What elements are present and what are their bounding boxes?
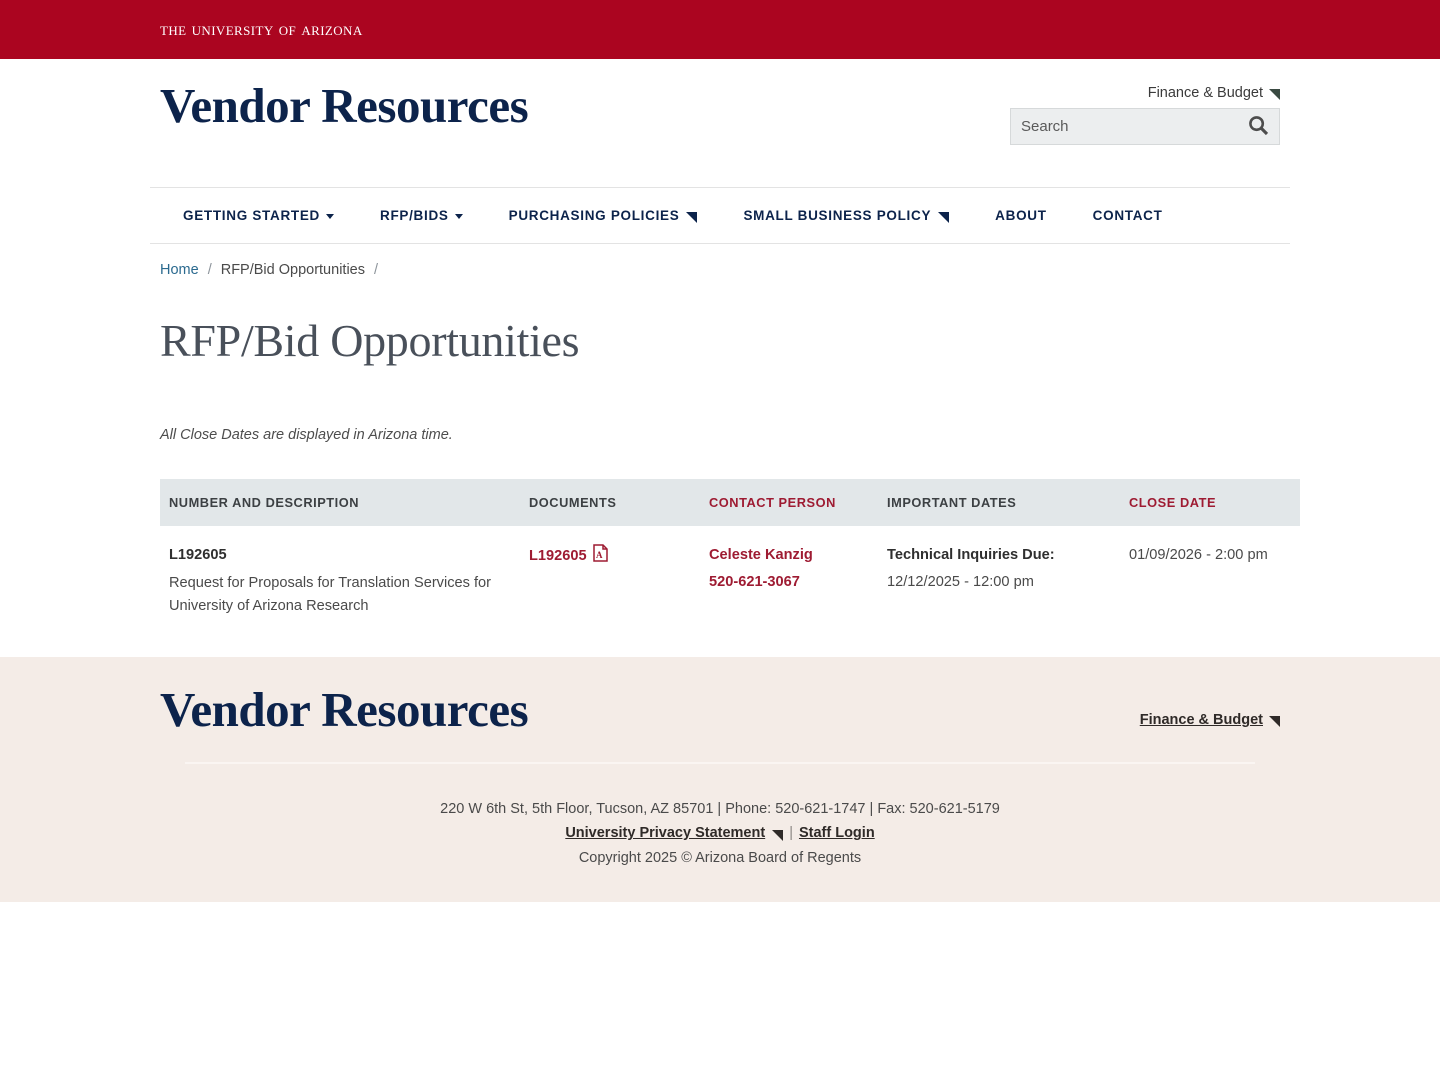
table-row: L192605 Request for Proposals for Transl… — [160, 526, 1300, 639]
column-header-documents: Documents — [520, 478, 700, 526]
footer-divider — [185, 762, 1255, 764]
main-content: Home / RFP/Bid Opportunities / RFP/Bid O… — [150, 244, 1300, 639]
nav-item-small-business-policy[interactable]: Small Business Policy — [720, 208, 972, 223]
important-date-label: Technical Inquiries Due: — [887, 546, 1055, 563]
footer-finance-budget-link[interactable]: Finance & Budget — [1140, 712, 1280, 728]
cell-contact-person: Celeste Kanzig 520-621-3067 — [700, 526, 878, 639]
footer-link-separator: | — [789, 825, 793, 842]
bid-opportunities-table: Number and Description Documents Contact… — [160, 478, 1300, 639]
cell-important-dates: Technical Inquiries Due: 12/12/2025 - 12… — [878, 526, 1120, 639]
breadcrumb-separator-2: / — [373, 262, 379, 278]
search-button[interactable] — [1237, 109, 1279, 144]
search-bar[interactable] — [1010, 108, 1280, 145]
university-header-inner: The University of Arizona — [150, 19, 1290, 41]
nav-label-small-business-policy: Small Business Policy — [743, 208, 932, 223]
breadcrumb-home[interactable]: Home — [160, 262, 199, 278]
external-link-arrow-icon — [937, 211, 950, 223]
university-wordmark[interactable]: The University of Arizona — [160, 18, 363, 40]
table-header-row: Number and Description Documents Contact… — [160, 478, 1300, 526]
page-title: RFP/Bid Opportunities — [160, 315, 580, 366]
nav-item-getting-started[interactable]: Getting Started — [160, 208, 357, 223]
nav-item-rfp-bids[interactable]: RFP/Bids — [357, 208, 486, 223]
nav-label-about: About — [995, 208, 1047, 223]
external-link-arrow-icon — [1268, 88, 1280, 100]
footer-inner: Vendor Resources Finance & Budget 220 W … — [150, 657, 1290, 902]
nav-item-purchasing-policies[interactable]: Purchasing Policies — [486, 208, 721, 223]
close-dates-note: All Close Dates are displayed in Arizona… — [160, 426, 453, 443]
finance-budget-label: Finance & Budget — [1147, 85, 1263, 101]
footer-address: 220 W 6th St, 5th Floor, Tucson, AZ 8570… — [440, 801, 1000, 817]
column-header-important-dates: Important Dates — [878, 478, 1120, 526]
site-footer: Vendor Resources Finance & Budget 220 W … — [0, 657, 1440, 902]
footer-site-title[interactable]: Vendor Resources — [160, 682, 529, 737]
main-navigation: Getting Started RFP/Bids Purchasing Poli… — [150, 187, 1290, 244]
contact-name-link[interactable]: Celeste Kanzig — [709, 546, 813, 563]
footer-links: University Privacy Statement | Staff Log… — [565, 821, 874, 845]
column-header-contact-person: Contact Person — [700, 478, 878, 526]
close-date-value: 01/09/2026 - 2:00 pm — [1129, 546, 1268, 563]
footer-finance-budget-label: Finance & Budget — [1139, 712, 1263, 728]
svg-text:A: A — [596, 550, 603, 560]
footer-copyright: Copyright 2025 © Arizona Board of Regent… — [578, 849, 862, 866]
nav-label-purchasing-policies: Purchasing Policies — [508, 208, 680, 223]
breadcrumb: Home / RFP/Bid Opportunities / — [160, 244, 1280, 278]
external-link-arrow-icon — [771, 829, 784, 841]
external-link-arrow-icon — [685, 211, 698, 223]
chevron-down-icon — [326, 214, 334, 219]
important-date-value: 12/12/2025 - 12:00 pm — [887, 573, 1034, 590]
bid-description: Request for Proposals for Translation Se… — [169, 574, 492, 615]
footer-meta: 220 W 6th St, 5th Floor, Tucson, AZ 8570… — [150, 797, 1290, 870]
cell-close-date: 01/09/2026 - 2:00 pm — [1120, 526, 1300, 639]
table-header: Number and Description Documents Contact… — [160, 478, 1300, 526]
chevron-down-icon — [454, 214, 463, 219]
breadcrumb-current: RFP/Bid Opportunities — [220, 262, 365, 278]
university-header-bar: The University of Arizona — [0, 0, 1440, 59]
staff-login-link[interactable]: Staff Login — [798, 825, 875, 842]
nav-list: Getting Started RFP/Bids Purchasing Poli… — [150, 208, 1186, 223]
nav-label-getting-started: Getting Started — [183, 208, 320, 223]
table-body: L192605 Request for Proposals for Transl… — [160, 526, 1300, 639]
privacy-statement-link[interactable]: University Privacy Statement — [565, 825, 766, 842]
cell-number-description: L192605 Request for Proposals for Transl… — [160, 526, 520, 639]
bid-number: L192605 — [169, 546, 227, 563]
finance-budget-link[interactable]: Finance & Budget — [1148, 85, 1280, 101]
search-icon — [1248, 115, 1269, 139]
breadcrumb-separator: / — [207, 262, 212, 278]
nav-item-contact[interactable]: Contact — [1070, 208, 1186, 223]
external-link-arrow-icon — [1268, 715, 1280, 727]
nav-label-rfp-bids: RFP/Bids — [380, 208, 449, 223]
document-label: L192605 — [529, 548, 587, 565]
contact-phone-link[interactable]: 520-621-3067 — [709, 573, 800, 590]
site-title[interactable]: Vendor Resources — [160, 78, 529, 133]
masthead: Vendor Resources Finance & Budget — [150, 59, 1290, 187]
document-download-link[interactable]: L192605 A — [529, 543, 608, 570]
cell-documents: L192605 A — [520, 526, 700, 639]
nav-label-contact: Contact — [1092, 208, 1163, 223]
nav-item-about[interactable]: About — [972, 208, 1070, 223]
column-header-number: Number and Description — [160, 478, 520, 526]
column-header-close-date: Close Date — [1120, 478, 1300, 526]
search-input[interactable] — [1011, 109, 1237, 144]
pdf-file-icon: A — [592, 543, 608, 570]
